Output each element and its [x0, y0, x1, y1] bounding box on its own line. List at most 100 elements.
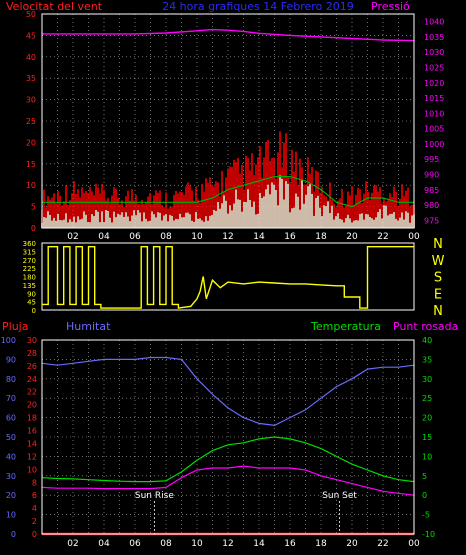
- wind-tick-label: 0: [31, 224, 36, 233]
- x-tick-label: 06: [129, 539, 141, 549]
- pressure-tick-label: 1040: [424, 18, 444, 27]
- rain-tick-label: 6: [32, 491, 37, 500]
- rain-tick-label: 8: [32, 478, 37, 487]
- temperature-line: [41, 436, 415, 483]
- sun-marker-label: Sun Rise: [135, 491, 174, 501]
- humidity-tick-label: 20: [6, 491, 16, 500]
- wind-speed-axis-title: Velocitat del vent: [6, 0, 103, 13]
- direction-tick-label: 180: [23, 274, 36, 282]
- rain-tick-label: 14: [27, 439, 37, 448]
- temperature-tick-label: 40: [422, 336, 432, 345]
- x-tick-label: 04: [98, 232, 110, 242]
- compass-label: N: [433, 304, 443, 319]
- humidity-tick-label: 30: [6, 472, 16, 481]
- rain-tick-label: 0: [32, 530, 37, 539]
- pressure-axis-title: Pressió: [371, 0, 410, 13]
- x-tick-label: 08: [160, 232, 172, 242]
- pressure-tick-label: 995: [424, 155, 439, 164]
- humidity-tick-label: 100: [1, 336, 16, 345]
- compass-label: W: [432, 254, 445, 269]
- humidity-tick-label: 70: [6, 394, 16, 403]
- direction-tick-label: 225: [23, 265, 36, 273]
- temperature-tick-label: 5: [422, 472, 427, 481]
- pressure-tick-label: 1010: [424, 109, 444, 118]
- rain-tick-label: 4: [32, 504, 37, 513]
- direction-tick-label: 135: [23, 282, 36, 290]
- rain-tick-label: 16: [27, 427, 37, 436]
- x-tick-label: 16: [284, 232, 296, 242]
- humidity-tick-label: 0: [11, 530, 16, 539]
- x-tick-label: 20: [346, 539, 358, 549]
- x-tick-label: 22: [377, 539, 388, 549]
- rain-tick-label: 30: [27, 336, 37, 345]
- pressure-tick-label: 1035: [424, 33, 444, 42]
- direction-tick-label: 90: [27, 290, 36, 298]
- pressure-tick-label: 1005: [424, 125, 444, 134]
- wind-tick-label: 15: [26, 160, 36, 169]
- rain-tick-label: 2: [32, 517, 37, 526]
- x-tick-label: 14: [253, 539, 265, 549]
- rain-tick-label: 20: [27, 401, 37, 410]
- wind-tick-label: 40: [26, 53, 36, 62]
- pressure-tick-label: 1030: [424, 48, 444, 57]
- pressure-tick-label: 1025: [424, 64, 444, 73]
- temperature-tick-label: 35: [422, 355, 432, 364]
- wind-tick-label: 35: [26, 74, 36, 83]
- humidity-tick-label: 90: [6, 355, 16, 364]
- x-tick-label: 00: [408, 232, 420, 242]
- dew-point-legend: Punt rosada: [393, 320, 458, 333]
- pressure-line: [42, 28, 415, 42]
- temperature-tick-label: -10: [422, 530, 435, 539]
- wind-tick-label: 5: [31, 203, 36, 212]
- x-tick-label: 14: [253, 232, 265, 242]
- humidity-tick-label: 10: [6, 511, 16, 520]
- temperature-tick-label: -5: [422, 511, 430, 520]
- pressure-tick-label: 990: [424, 171, 439, 180]
- x-tick-label: 12: [222, 232, 233, 242]
- rain-tick-label: 18: [27, 414, 37, 423]
- humidity-legend: Humitat: [66, 320, 111, 333]
- rain-tick-label: 24: [27, 375, 37, 384]
- chart-title: 24 hora grafiques 14 Febrero 2019: [162, 0, 354, 13]
- humidity-temperature-panel: Sun Rise Sun Set0102030405060708090100024…: [1, 336, 435, 549]
- pressure-tick-label: 975: [424, 216, 439, 225]
- rain-tick-label: 28: [27, 349, 37, 358]
- pressure-tick-label: 985: [424, 186, 439, 195]
- x-tick-label: 20: [346, 232, 358, 242]
- compass-label: N: [433, 237, 443, 252]
- rain-tick-label: 10: [27, 465, 37, 474]
- x-tick-label: 22: [377, 232, 388, 242]
- wind-tick-label: 30: [26, 96, 36, 105]
- wind-tick-label: 50: [26, 10, 36, 19]
- rain-tick-label: 22: [27, 388, 37, 397]
- plot-frame: [41, 13, 415, 229]
- pressure-tick-label: 1020: [424, 79, 444, 88]
- wind-direction-line: [42, 245, 414, 309]
- temperature-tick-label: 20: [422, 414, 432, 423]
- plot-frame: [41, 242, 415, 311]
- dew-point-line: [41, 465, 415, 496]
- direction-tick-label: 360: [23, 240, 36, 248]
- temperature-tick-label: 0: [422, 491, 427, 500]
- x-tick-label: 16: [284, 539, 296, 549]
- wind-tick-label: 45: [26, 31, 36, 40]
- temperature-tick-label: 25: [422, 394, 432, 403]
- humidity-tick-label: 60: [6, 414, 16, 423]
- x-tick-label: 04: [98, 539, 110, 549]
- x-tick-label: 10: [191, 539, 203, 549]
- humidity-tick-label: 40: [6, 452, 16, 461]
- rain-tick-label: 26: [27, 362, 37, 371]
- pressure-tick-label: 980: [424, 201, 439, 210]
- temperature-legend: Temperatura: [310, 320, 381, 333]
- pressure-tick-label: 1000: [424, 140, 444, 149]
- pressure-tick-label: 1015: [424, 94, 444, 103]
- x-tick-label: 12: [222, 539, 233, 549]
- temperature-tick-label: 30: [422, 375, 432, 384]
- plot-frame: [41, 339, 415, 535]
- x-tick-label: 06: [129, 232, 141, 242]
- humidity-tick-label: 50: [6, 433, 16, 442]
- direction-tick-label: 45: [27, 299, 36, 307]
